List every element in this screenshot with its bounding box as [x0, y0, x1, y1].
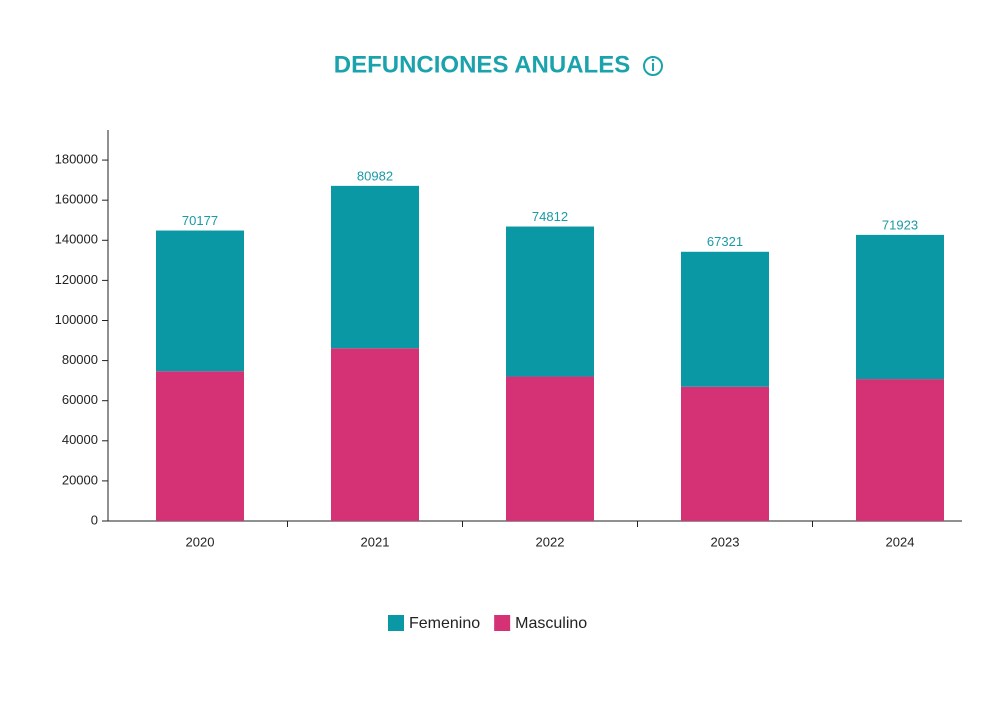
y-tick-label: 0	[91, 512, 98, 527]
value-label: 67321	[707, 234, 743, 249]
x-tick-label: 2020	[186, 534, 215, 549]
bar-segment	[331, 185, 419, 349]
bar-segment	[681, 386, 769, 521]
legend-swatch	[494, 615, 511, 631]
info-circle	[643, 56, 663, 76]
y-tick-label: 140000	[55, 232, 98, 247]
legend-swatch	[388, 615, 404, 631]
bar-segment	[506, 226, 594, 377]
info-icon[interactable]	[643, 56, 663, 76]
legend-label: Femenino	[409, 615, 480, 632]
bar-segment	[506, 376, 594, 521]
y-tick-label: 120000	[55, 272, 98, 287]
y-tick-label: 40000	[62, 432, 98, 447]
y-tick-label: 100000	[55, 312, 98, 327]
value-label: 71923	[882, 217, 918, 232]
legend-label: Masculino	[515, 615, 587, 632]
bar-segment	[156, 230, 244, 372]
bar-segment	[156, 371, 244, 521]
x-tick-label: 2021	[361, 534, 390, 549]
y-tick-label: 20000	[62, 472, 98, 487]
value-label: 74812	[532, 209, 568, 224]
bar-segment	[856, 379, 944, 521]
info-dot	[651, 58, 655, 62]
value-label: 70177	[182, 213, 218, 228]
y-tick-label: 80000	[62, 352, 98, 367]
y-tick-label: 60000	[62, 392, 98, 407]
value-label: 80982	[357, 168, 393, 183]
chart-title: DEFUNCIONES ANUALES	[334, 51, 630, 78]
x-tick-label: 2022	[536, 534, 565, 549]
bar-segment	[856, 234, 944, 380]
y-tick-label: 180000	[55, 152, 98, 167]
bar-segment	[681, 251, 769, 387]
x-tick-label: 2024	[886, 534, 915, 549]
bar-segment	[331, 348, 419, 521]
y-tick-label: 160000	[55, 192, 98, 207]
x-tick-label: 2023	[711, 534, 740, 549]
